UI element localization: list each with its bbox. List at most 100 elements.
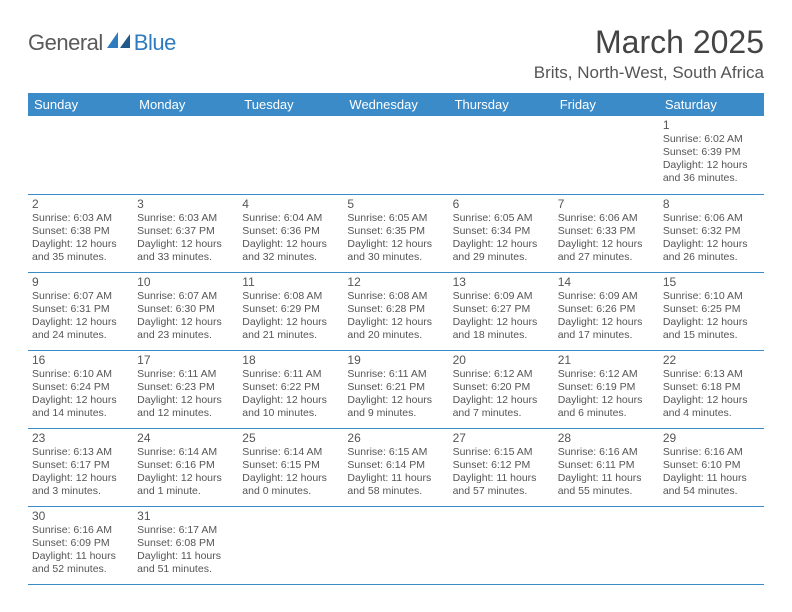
day-info: Sunrise: 6:15 AMSunset: 6:14 PMDaylight:… bbox=[347, 446, 444, 499]
day-number: 23 bbox=[32, 431, 129, 445]
calendar-day-cell: 1Sunrise: 6:02 AMSunset: 6:39 PMDaylight… bbox=[659, 116, 764, 194]
day-info: Sunrise: 6:04 AMSunset: 6:36 PMDaylight:… bbox=[242, 212, 339, 265]
header: General Blue March 2025 Brits, North-Wes… bbox=[28, 24, 764, 83]
day-info: Sunrise: 6:13 AMSunset: 6:18 PMDaylight:… bbox=[663, 368, 760, 421]
calendar-day-cell: 17Sunrise: 6:11 AMSunset: 6:23 PMDayligh… bbox=[133, 350, 238, 428]
weekday-header: Thursday bbox=[449, 93, 554, 116]
day-number: 26 bbox=[347, 431, 444, 445]
day-info: Sunrise: 6:14 AMSunset: 6:15 PMDaylight:… bbox=[242, 446, 339, 499]
day-info: Sunrise: 6:17 AMSunset: 6:08 PMDaylight:… bbox=[137, 524, 234, 577]
day-number: 15 bbox=[663, 275, 760, 289]
weekday-header: Sunday bbox=[28, 93, 133, 116]
calendar-day-cell bbox=[343, 116, 448, 194]
day-number: 28 bbox=[558, 431, 655, 445]
day-number: 11 bbox=[242, 275, 339, 289]
calendar-day-cell: 18Sunrise: 6:11 AMSunset: 6:22 PMDayligh… bbox=[238, 350, 343, 428]
calendar-day-cell: 21Sunrise: 6:12 AMSunset: 6:19 PMDayligh… bbox=[554, 350, 659, 428]
calendar-week-row: 2Sunrise: 6:03 AMSunset: 6:38 PMDaylight… bbox=[28, 194, 764, 272]
day-info: Sunrise: 6:11 AMSunset: 6:23 PMDaylight:… bbox=[137, 368, 234, 421]
calendar-day-cell: 2Sunrise: 6:03 AMSunset: 6:38 PMDaylight… bbox=[28, 194, 133, 272]
calendar-week-row: 9Sunrise: 6:07 AMSunset: 6:31 PMDaylight… bbox=[28, 272, 764, 350]
day-number: 12 bbox=[347, 275, 444, 289]
day-info: Sunrise: 6:12 AMSunset: 6:19 PMDaylight:… bbox=[558, 368, 655, 421]
weekday-header: Saturday bbox=[659, 93, 764, 116]
calendar-week-row: 23Sunrise: 6:13 AMSunset: 6:17 PMDayligh… bbox=[28, 428, 764, 506]
day-info: Sunrise: 6:02 AMSunset: 6:39 PMDaylight:… bbox=[663, 133, 760, 186]
day-number: 19 bbox=[347, 353, 444, 367]
day-info: Sunrise: 6:10 AMSunset: 6:25 PMDaylight:… bbox=[663, 290, 760, 343]
day-number: 25 bbox=[242, 431, 339, 445]
day-info: Sunrise: 6:12 AMSunset: 6:20 PMDaylight:… bbox=[453, 368, 550, 421]
weekday-header: Tuesday bbox=[238, 93, 343, 116]
calendar-day-cell: 24Sunrise: 6:14 AMSunset: 6:16 PMDayligh… bbox=[133, 428, 238, 506]
calendar-day-cell bbox=[449, 506, 554, 584]
calendar-day-cell: 10Sunrise: 6:07 AMSunset: 6:30 PMDayligh… bbox=[133, 272, 238, 350]
calendar-day-cell: 12Sunrise: 6:08 AMSunset: 6:28 PMDayligh… bbox=[343, 272, 448, 350]
calendar-week-row: 16Sunrise: 6:10 AMSunset: 6:24 PMDayligh… bbox=[28, 350, 764, 428]
day-info: Sunrise: 6:11 AMSunset: 6:21 PMDaylight:… bbox=[347, 368, 444, 421]
calendar-day-cell: 19Sunrise: 6:11 AMSunset: 6:21 PMDayligh… bbox=[343, 350, 448, 428]
day-info: Sunrise: 6:07 AMSunset: 6:30 PMDaylight:… bbox=[137, 290, 234, 343]
calendar-day-cell: 23Sunrise: 6:13 AMSunset: 6:17 PMDayligh… bbox=[28, 428, 133, 506]
day-info: Sunrise: 6:05 AMSunset: 6:35 PMDaylight:… bbox=[347, 212, 444, 265]
logo-text-blue: Blue bbox=[134, 30, 176, 56]
logo-text-general: General bbox=[28, 30, 103, 56]
calendar-table: SundayMondayTuesdayWednesdayThursdayFrid… bbox=[28, 93, 764, 585]
weekday-header: Friday bbox=[554, 93, 659, 116]
calendar-week-row: 30Sunrise: 6:16 AMSunset: 6:09 PMDayligh… bbox=[28, 506, 764, 584]
day-number: 10 bbox=[137, 275, 234, 289]
calendar-day-cell: 20Sunrise: 6:12 AMSunset: 6:20 PMDayligh… bbox=[449, 350, 554, 428]
calendar-day-cell: 7Sunrise: 6:06 AMSunset: 6:33 PMDaylight… bbox=[554, 194, 659, 272]
day-number: 16 bbox=[32, 353, 129, 367]
month-title: March 2025 bbox=[534, 24, 764, 61]
day-info: Sunrise: 6:09 AMSunset: 6:27 PMDaylight:… bbox=[453, 290, 550, 343]
calendar-day-cell: 4Sunrise: 6:04 AMSunset: 6:36 PMDaylight… bbox=[238, 194, 343, 272]
day-number: 6 bbox=[453, 197, 550, 211]
day-number: 2 bbox=[32, 197, 129, 211]
calendar-day-cell bbox=[343, 506, 448, 584]
day-number: 5 bbox=[347, 197, 444, 211]
calendar-day-cell: 27Sunrise: 6:15 AMSunset: 6:12 PMDayligh… bbox=[449, 428, 554, 506]
calendar-day-cell bbox=[238, 116, 343, 194]
day-info: Sunrise: 6:13 AMSunset: 6:17 PMDaylight:… bbox=[32, 446, 129, 499]
day-number: 18 bbox=[242, 353, 339, 367]
calendar-header-row: SundayMondayTuesdayWednesdayThursdayFrid… bbox=[28, 93, 764, 116]
calendar-day-cell bbox=[659, 506, 764, 584]
day-info: Sunrise: 6:09 AMSunset: 6:26 PMDaylight:… bbox=[558, 290, 655, 343]
calendar-day-cell: 28Sunrise: 6:16 AMSunset: 6:11 PMDayligh… bbox=[554, 428, 659, 506]
day-number: 14 bbox=[558, 275, 655, 289]
calendar-day-cell: 11Sunrise: 6:08 AMSunset: 6:29 PMDayligh… bbox=[238, 272, 343, 350]
calendar-week-row: 1Sunrise: 6:02 AMSunset: 6:39 PMDaylight… bbox=[28, 116, 764, 194]
day-number: 4 bbox=[242, 197, 339, 211]
day-info: Sunrise: 6:06 AMSunset: 6:33 PMDaylight:… bbox=[558, 212, 655, 265]
day-number: 3 bbox=[137, 197, 234, 211]
day-info: Sunrise: 6:15 AMSunset: 6:12 PMDaylight:… bbox=[453, 446, 550, 499]
calendar-day-cell: 29Sunrise: 6:16 AMSunset: 6:10 PMDayligh… bbox=[659, 428, 764, 506]
day-info: Sunrise: 6:11 AMSunset: 6:22 PMDaylight:… bbox=[242, 368, 339, 421]
day-number: 24 bbox=[137, 431, 234, 445]
day-number: 30 bbox=[32, 509, 129, 523]
day-info: Sunrise: 6:08 AMSunset: 6:29 PMDaylight:… bbox=[242, 290, 339, 343]
calendar-body: 1Sunrise: 6:02 AMSunset: 6:39 PMDaylight… bbox=[28, 116, 764, 584]
day-number: 17 bbox=[137, 353, 234, 367]
day-info: Sunrise: 6:10 AMSunset: 6:24 PMDaylight:… bbox=[32, 368, 129, 421]
calendar-day-cell: 31Sunrise: 6:17 AMSunset: 6:08 PMDayligh… bbox=[133, 506, 238, 584]
calendar-day-cell bbox=[554, 506, 659, 584]
day-info: Sunrise: 6:16 AMSunset: 6:10 PMDaylight:… bbox=[663, 446, 760, 499]
calendar-day-cell: 8Sunrise: 6:06 AMSunset: 6:32 PMDaylight… bbox=[659, 194, 764, 272]
logo: General Blue bbox=[28, 30, 176, 56]
calendar-day-cell: 9Sunrise: 6:07 AMSunset: 6:31 PMDaylight… bbox=[28, 272, 133, 350]
calendar-day-cell: 3Sunrise: 6:03 AMSunset: 6:37 PMDaylight… bbox=[133, 194, 238, 272]
calendar-day-cell: 22Sunrise: 6:13 AMSunset: 6:18 PMDayligh… bbox=[659, 350, 764, 428]
day-info: Sunrise: 6:14 AMSunset: 6:16 PMDaylight:… bbox=[137, 446, 234, 499]
calendar-day-cell: 15Sunrise: 6:10 AMSunset: 6:25 PMDayligh… bbox=[659, 272, 764, 350]
calendar-day-cell bbox=[449, 116, 554, 194]
day-info: Sunrise: 6:03 AMSunset: 6:38 PMDaylight:… bbox=[32, 212, 129, 265]
day-number: 8 bbox=[663, 197, 760, 211]
calendar-day-cell bbox=[28, 116, 133, 194]
calendar-day-cell: 26Sunrise: 6:15 AMSunset: 6:14 PMDayligh… bbox=[343, 428, 448, 506]
day-number: 27 bbox=[453, 431, 550, 445]
day-number: 13 bbox=[453, 275, 550, 289]
day-number: 20 bbox=[453, 353, 550, 367]
weekday-header: Monday bbox=[133, 93, 238, 116]
